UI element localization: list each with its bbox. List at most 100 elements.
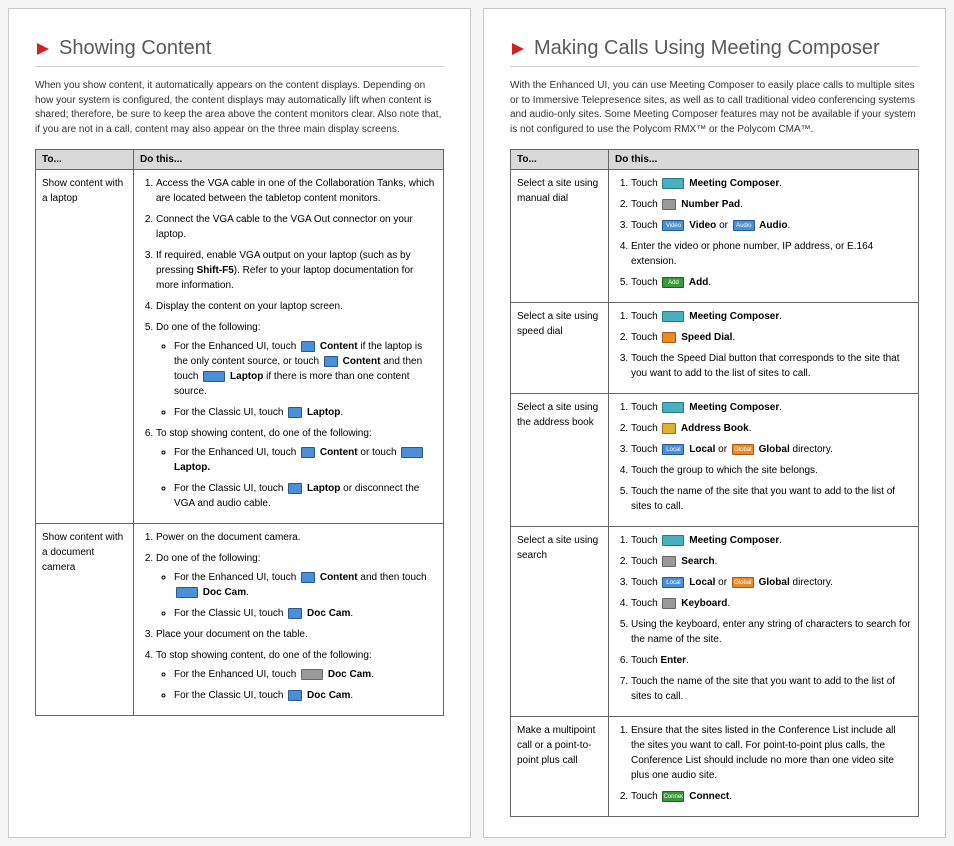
left-page: Showing Content When you show content, i… [8, 8, 471, 838]
content-icon [324, 356, 338, 367]
content-icon [301, 572, 315, 583]
step: Touch Meeting Composer. [631, 533, 912, 548]
step: To stop showing content, do one of the f… [156, 426, 437, 511]
doccam-icon [288, 690, 302, 701]
bullet: For the Classic UI, touch Laptop or disc… [174, 481, 437, 511]
global-icon: Global [732, 577, 754, 588]
step: Touch the name of the site that you want… [631, 674, 912, 704]
bullet: For the Enhanced UI, touch Content and t… [174, 570, 437, 600]
speeddial-icon [662, 332, 676, 343]
th-do: Do this... [609, 150, 919, 170]
meeting-composer-icon [662, 178, 684, 189]
right-heading: Making Calls Using Meeting Composer [510, 37, 919, 67]
connect-icon: Connect [662, 791, 684, 802]
step: Display the content on your laptop scree… [156, 299, 437, 314]
step: Touch the name of the site that you want… [631, 484, 912, 514]
r5-to: Make a multipoint call or a point-to-poi… [511, 717, 609, 817]
step: Connect the VGA cable to the VGA Out con… [156, 212, 437, 242]
search-icon [662, 556, 676, 567]
right-intro: With the Enhanced UI, you can use Meetin… [510, 79, 919, 137]
numberpad-icon [662, 199, 676, 210]
add-icon: Add [662, 277, 684, 288]
content-icon [301, 341, 315, 352]
r2-do: Touch Meeting Composer. Touch Speed Dial… [609, 303, 919, 394]
r4-to: Select a site using search [511, 527, 609, 717]
step: Touch Local Local or Global Global direc… [631, 442, 912, 457]
laptop-icon [203, 371, 225, 382]
right-heading-text: Making Calls Using Meeting Composer [534, 37, 880, 60]
th-do: Do this... [134, 150, 444, 170]
row2-do: Power on the document camera. Do one of … [134, 524, 444, 716]
doccam-icon [301, 669, 323, 680]
step: Enter the video or phone number, IP addr… [631, 239, 912, 269]
step: Touch Add Add. [631, 275, 912, 290]
right-table: To... Do this... Select a site using man… [510, 149, 919, 817]
step: Touch the Speed Dial button that corresp… [631, 351, 912, 381]
page-wrap: Showing Content When you show content, i… [0, 0, 954, 846]
keyboard-icon [662, 598, 676, 609]
left-intro: When you show content, it automatically … [35, 79, 444, 137]
left-table: To... Do this... Show content with a lap… [35, 149, 444, 716]
video-icon: Video [662, 220, 684, 231]
bullet: For the Classic UI, touch Doc Cam. [174, 688, 437, 703]
row1-do: Access the VGA cable in one of the Colla… [134, 170, 444, 524]
th-to: To... [36, 150, 134, 170]
step: Touch Meeting Composer. [631, 400, 912, 415]
step: Do one of the following: For the Enhance… [156, 551, 437, 621]
step: Do one of the following: For the Enhance… [156, 320, 437, 420]
laptop-icon [288, 483, 302, 494]
r1-do: Touch Meeting Composer. Touch Number Pad… [609, 170, 919, 303]
step: Ensure that the sites listed in the Conf… [631, 723, 912, 783]
step: Using the keyboard, enter any string of … [631, 617, 912, 647]
step: To stop showing content, do one of the f… [156, 648, 437, 703]
th-to: To... [511, 150, 609, 170]
step: Touch Meeting Composer. [631, 309, 912, 324]
doccam-icon [176, 587, 198, 598]
arrowhead-icon [510, 41, 526, 57]
r1-to: Select a site using manual dial [511, 170, 609, 303]
step: Touch Search. [631, 554, 912, 569]
bullet: For the Enhanced UI, touch Content if th… [174, 339, 437, 399]
meeting-composer-icon [662, 311, 684, 322]
arrowhead-icon [35, 41, 51, 57]
global-icon: Global [732, 444, 754, 455]
step: Touch Speed Dial. [631, 330, 912, 345]
step: Touch Keyboard. [631, 596, 912, 611]
left-heading-text: Showing Content [59, 37, 211, 60]
laptop-icon [401, 447, 423, 458]
doccam-icon [288, 608, 302, 619]
bullet: For the Enhanced UI, touch Doc Cam. [174, 667, 437, 682]
step: Touch Enter. [631, 653, 912, 668]
content-icon [301, 447, 315, 458]
bullet: For the Classic UI, touch Doc Cam. [174, 606, 437, 621]
step: Touch Connect Connect. [631, 789, 912, 804]
addressbook-icon [662, 423, 676, 434]
audio-icon: Audio [733, 220, 755, 231]
bullet: For the Classic UI, touch Laptop. [174, 405, 437, 420]
row1-to: Show content with a laptop [36, 170, 134, 524]
local-icon: Local [662, 577, 684, 588]
r3-do: Touch Meeting Composer. Touch Address Bo… [609, 394, 919, 527]
step: Access the VGA cable in one of the Colla… [156, 176, 437, 206]
r5-do: Ensure that the sites listed in the Conf… [609, 717, 919, 817]
meeting-composer-icon [662, 535, 684, 546]
bullet: For the Enhanced UI, touch Content or to… [174, 445, 437, 475]
step: Touch Local Local or Global Global direc… [631, 575, 912, 590]
step: If required, enable VGA output on your l… [156, 248, 437, 293]
r4-do: Touch Meeting Composer. Touch Search. To… [609, 527, 919, 717]
r2-to: Select a site using speed dial [511, 303, 609, 394]
step: Touch Number Pad. [631, 197, 912, 212]
step: Touch the group to which the site belong… [631, 463, 912, 478]
left-heading: Showing Content [35, 37, 444, 67]
step: Touch Meeting Composer. [631, 176, 912, 191]
local-icon: Local [662, 444, 684, 455]
row2-to: Show content with a document camera [36, 524, 134, 716]
step: Touch Video Video or Audio Audio. [631, 218, 912, 233]
step: Place your document on the table. [156, 627, 437, 642]
laptop-icon [288, 407, 302, 418]
meeting-composer-icon [662, 402, 684, 413]
r3-to: Select a site using the address book [511, 394, 609, 527]
right-page: Making Calls Using Meeting Composer With… [483, 8, 946, 838]
step: Power on the document camera. [156, 530, 437, 545]
step: Touch Address Book. [631, 421, 912, 436]
